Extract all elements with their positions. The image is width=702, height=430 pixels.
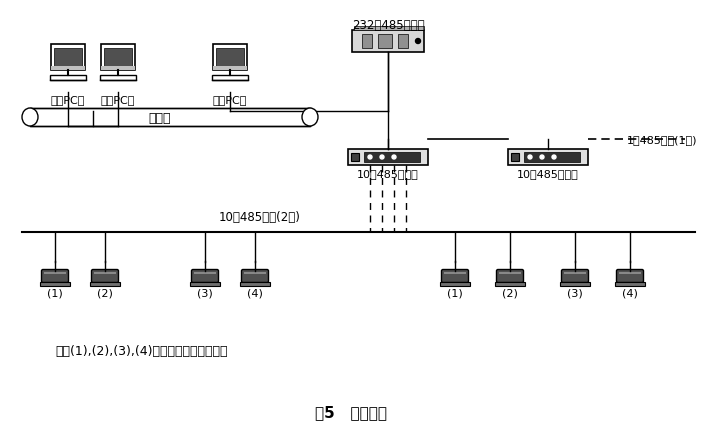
FancyBboxPatch shape: [192, 270, 218, 283]
Bar: [495, 283, 525, 286]
Bar: [51, 67, 85, 71]
Bar: [104, 49, 132, 68]
Bar: [101, 45, 135, 71]
Circle shape: [528, 156, 532, 160]
Bar: [212, 76, 248, 81]
Text: (4): (4): [247, 287, 263, 297]
Text: 客户PC机: 客户PC机: [51, 95, 85, 105]
Text: 以太网: 以太网: [149, 111, 171, 124]
FancyBboxPatch shape: [444, 272, 466, 274]
FancyBboxPatch shape: [562, 270, 588, 283]
Text: (1): (1): [47, 287, 63, 297]
Bar: [351, 154, 359, 162]
Text: 注：(1),(2),(3),(4)表示四种单片机节点。: 注：(1),(2),(3),(4)表示四种单片机节点。: [55, 344, 227, 357]
Bar: [213, 45, 247, 71]
Circle shape: [368, 156, 372, 160]
Text: 1路485总线(1级): 1路485总线(1级): [626, 135, 697, 144]
Bar: [50, 76, 86, 81]
Bar: [398, 35, 408, 49]
FancyBboxPatch shape: [496, 270, 524, 283]
FancyBboxPatch shape: [91, 270, 119, 283]
Bar: [511, 154, 519, 162]
Text: 图5   系统结构: 图5 系统结构: [315, 404, 387, 419]
Bar: [54, 49, 82, 68]
Bar: [30, 109, 310, 127]
Text: 10路485总线(2级): 10路485总线(2级): [219, 211, 301, 224]
Bar: [90, 283, 120, 286]
Text: 232－485转换器: 232－485转换器: [352, 18, 424, 31]
FancyBboxPatch shape: [41, 270, 69, 283]
Circle shape: [380, 156, 384, 160]
Circle shape: [552, 156, 556, 160]
Bar: [348, 150, 428, 166]
Bar: [216, 49, 244, 68]
Ellipse shape: [302, 109, 318, 127]
Text: (2): (2): [97, 287, 113, 297]
FancyBboxPatch shape: [244, 272, 266, 274]
FancyBboxPatch shape: [442, 270, 468, 283]
Ellipse shape: [22, 109, 38, 127]
FancyBboxPatch shape: [499, 272, 521, 274]
Bar: [364, 153, 420, 163]
Bar: [524, 153, 580, 163]
Bar: [213, 67, 247, 71]
FancyBboxPatch shape: [44, 272, 66, 274]
Text: (3): (3): [567, 287, 583, 297]
Bar: [51, 45, 85, 71]
FancyBboxPatch shape: [94, 272, 116, 274]
Bar: [352, 31, 424, 53]
Text: 客户PC机: 客户PC机: [101, 95, 135, 105]
FancyBboxPatch shape: [241, 270, 268, 283]
Bar: [354, 27, 424, 31]
Bar: [101, 67, 135, 71]
Bar: [190, 283, 220, 286]
Text: (3): (3): [197, 287, 213, 297]
Text: 10口485集线器: 10口485集线器: [357, 169, 419, 178]
Bar: [378, 35, 392, 49]
Bar: [560, 283, 590, 286]
Circle shape: [392, 156, 396, 160]
Text: (4): (4): [622, 287, 638, 297]
Bar: [615, 283, 645, 286]
Circle shape: [416, 40, 420, 44]
FancyBboxPatch shape: [564, 272, 586, 274]
Text: (1): (1): [447, 287, 463, 297]
Text: (2): (2): [502, 287, 518, 297]
Text: 通信PC机: 通信PC机: [213, 95, 247, 105]
Bar: [362, 35, 372, 49]
FancyBboxPatch shape: [619, 272, 641, 274]
Bar: [100, 76, 136, 81]
Text: 10口485集线器: 10口485集线器: [517, 169, 579, 178]
Circle shape: [540, 156, 544, 160]
Bar: [40, 283, 70, 286]
Bar: [440, 283, 470, 286]
FancyBboxPatch shape: [616, 270, 644, 283]
FancyBboxPatch shape: [194, 272, 216, 274]
Bar: [508, 150, 588, 166]
Bar: [240, 283, 270, 286]
